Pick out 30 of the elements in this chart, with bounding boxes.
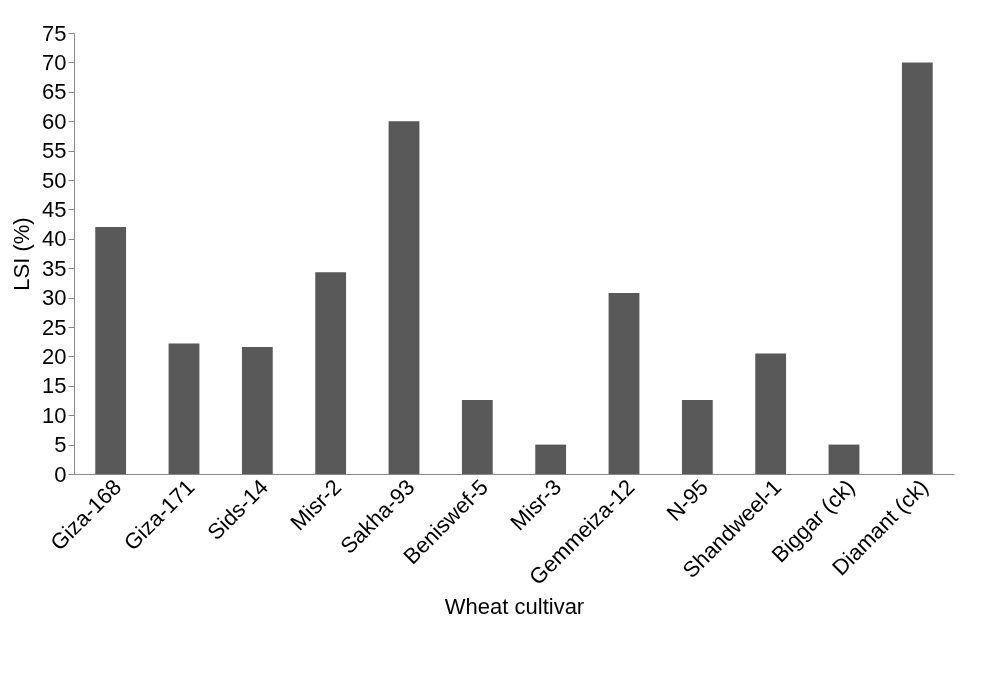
y-tick-label: 30 [42,285,67,311]
bar [241,346,273,474]
bar [388,121,420,474]
y-tick-label: 70 [42,49,67,75]
y-tick-label: 10 [42,402,67,428]
bar [681,399,713,474]
y-tick-label: 60 [42,108,67,134]
bar [315,272,347,474]
y-tick-label: 20 [42,343,67,369]
y-tick-label: 40 [42,226,67,252]
bar [95,227,127,474]
y-tick-label: 45 [42,196,67,222]
x-axis-title: Wheat cultivar [444,594,585,620]
y-tick-label: 50 [42,167,67,193]
y-tick-label: 65 [42,79,67,105]
bar [755,353,787,474]
y-tick-label: 25 [42,314,67,340]
bar [461,399,493,474]
y-tick-label: 0 [54,461,67,487]
bar [901,62,933,474]
y-tick-label: 55 [42,138,67,164]
y-tick-label: 5 [54,432,67,458]
y-tick-label: 75 [42,20,67,46]
y-axis-title: LSI (%) [9,217,35,291]
bar [535,444,567,474]
y-tick-label: 15 [42,373,67,399]
y-tick-label: 35 [42,255,67,281]
bar [168,343,200,474]
bar [828,444,860,474]
bar [608,292,640,474]
